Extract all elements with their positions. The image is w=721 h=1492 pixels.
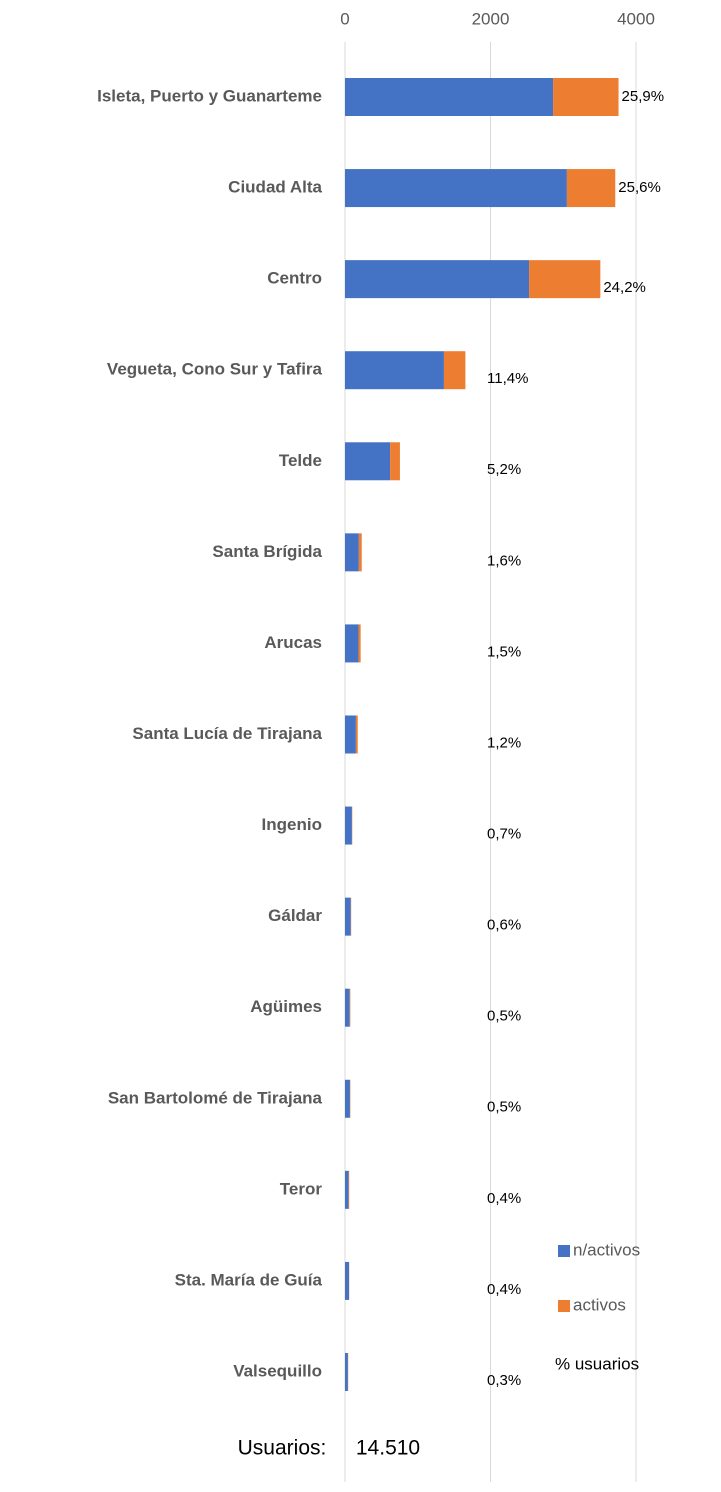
- bar-segment: [345, 1352, 348, 1391]
- legend-swatch: [558, 1300, 570, 1312]
- category-label: Gáldar: [268, 906, 322, 925]
- bar-segment: [443, 351, 466, 390]
- bar-segment: [390, 442, 400, 481]
- percent-label: 0,5%: [487, 1008, 521, 1025]
- percent-label: 0,3%: [487, 1372, 521, 1389]
- category-label: Arucas: [264, 633, 322, 652]
- bar-segment: [345, 715, 356, 754]
- percent-label: 0,7%: [487, 826, 521, 843]
- x-tick-label: 0: [340, 9, 349, 28]
- x-tick-label: 4000: [617, 9, 655, 28]
- category-label: Santa Brígida: [212, 542, 322, 561]
- percent-label: 25,9%: [622, 88, 665, 105]
- bar-segment: [358, 624, 361, 663]
- category-label: Centro: [267, 269, 322, 288]
- bar-segment: [345, 260, 530, 299]
- bar-segment: [349, 988, 351, 1027]
- bar-segment: [566, 169, 616, 208]
- legend-label: activos: [573, 1295, 626, 1314]
- bar-segment: [358, 533, 362, 572]
- bar-segment: [345, 169, 567, 208]
- bar-segment: [345, 1079, 350, 1118]
- category-label: Teror: [280, 1179, 323, 1198]
- percent-label: 24,2%: [603, 279, 646, 296]
- percent-label: 1,5%: [487, 643, 521, 660]
- category-label: Sta. María de Guía: [175, 1270, 323, 1289]
- category-label: San Bartolomé de Tirajana: [108, 1088, 323, 1107]
- percent-label: 5,2%: [487, 461, 521, 478]
- percent-label: 0,4%: [487, 1281, 521, 1298]
- percent-label: 0,6%: [487, 917, 521, 934]
- percent-label: 1,6%: [487, 552, 521, 569]
- bar-segment: [529, 260, 601, 299]
- bar-segment: [345, 624, 359, 663]
- category-label: Agüimes: [250, 997, 322, 1016]
- x-tick-label: 2000: [472, 9, 510, 28]
- bar-segment: [345, 1261, 350, 1300]
- category-label: Ciudad Alta: [228, 178, 322, 197]
- bar-segment: [348, 1170, 350, 1209]
- legend-label: n/activos: [573, 1240, 640, 1259]
- bar-segment: [345, 988, 350, 1027]
- bar-segment: [355, 715, 358, 754]
- category-label: Telde: [279, 451, 322, 470]
- bar-segment: [345, 897, 351, 936]
- legend-label: % usuarios: [555, 1354, 639, 1373]
- bar-segment: [345, 806, 352, 845]
- bar-segment: [345, 533, 359, 572]
- footer-label: Usuarios:: [238, 1437, 327, 1460]
- bar-segment: [345, 78, 554, 116]
- percent-label: 0,5%: [487, 1099, 521, 1116]
- bar-segment: [553, 78, 619, 116]
- bar-segment: [345, 1170, 349, 1209]
- bar-segment: [345, 442, 391, 481]
- category-label: Valsequillo: [233, 1361, 322, 1380]
- legend-swatch: [558, 1245, 570, 1257]
- percent-label: 25,6%: [618, 179, 661, 196]
- category-label: Isleta, Puerto y Guanarteme: [97, 86, 322, 105]
- footer-total: 14.510: [356, 1437, 420, 1460]
- percent-label: 1,2%: [487, 734, 521, 751]
- bar-segment: [345, 351, 444, 390]
- category-label: Vegueta, Cono Sur y Tafira: [107, 360, 323, 379]
- category-label: Santa Lucía de Tirajana: [132, 724, 322, 743]
- percent-label: 0,4%: [487, 1190, 521, 1207]
- category-label: Ingenio: [262, 815, 322, 834]
- percent-label: 11,4%: [487, 370, 528, 387]
